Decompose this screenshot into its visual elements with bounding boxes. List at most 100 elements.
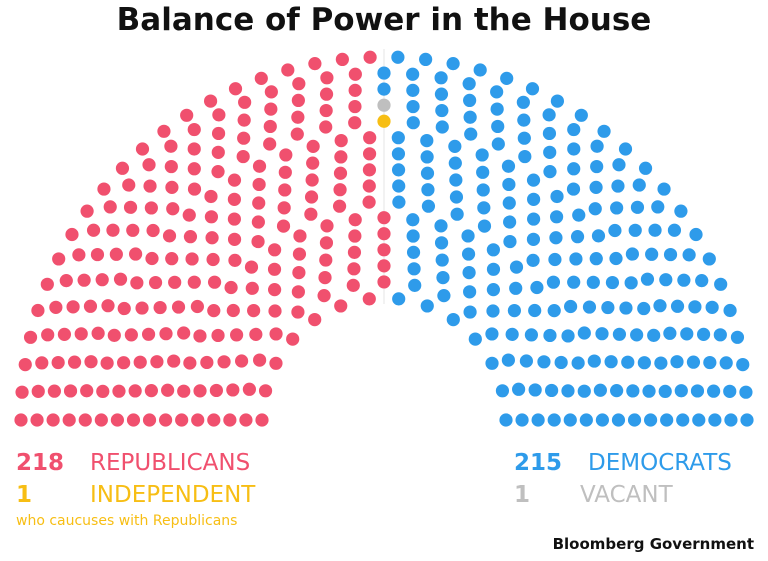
legend-independent: 1 INDEPENDENT: [16, 482, 255, 508]
seat-republicans: [268, 304, 282, 318]
seat-republicans: [78, 413, 92, 427]
seat-republicans: [187, 162, 201, 176]
seat-democrats: [543, 328, 557, 343]
seat-democrats: [509, 281, 523, 295]
seat-democrats: [391, 50, 405, 64]
seat-republicans: [175, 413, 189, 427]
seat-democrats: [449, 190, 464, 204]
seat-democrats: [618, 142, 633, 156]
seat-democrats: [502, 177, 516, 192]
seat-republicans: [113, 272, 128, 286]
legend-democrats-count: 215: [514, 450, 563, 476]
seat-democrats: [517, 131, 531, 145]
seat-democrats: [630, 200, 645, 214]
seat-democrats: [703, 355, 717, 370]
seat-democrats: [667, 223, 682, 237]
seat-republicans: [164, 159, 178, 174]
seat-republicans: [249, 327, 263, 341]
seat-democrats: [674, 384, 688, 398]
seat-republicans: [236, 149, 250, 164]
seat-democrats: [654, 356, 668, 370]
seat-democrats: [708, 413, 722, 427]
seat-democrats: [503, 234, 517, 249]
seat-democrats: [449, 173, 463, 187]
seat-republicans: [165, 180, 179, 194]
seat-republicans: [348, 83, 362, 97]
seat-democrats: [567, 122, 581, 137]
seat-republicans: [348, 67, 362, 81]
seat-democrats: [477, 219, 492, 233]
seat-democrats: [707, 384, 721, 398]
seat-democrats: [723, 384, 737, 398]
seat-republicans: [190, 299, 204, 314]
seat-democrats: [611, 413, 626, 427]
seat-democrats: [491, 119, 505, 134]
seat-democrats: [637, 301, 651, 316]
seat-republicans: [80, 384, 94, 398]
seat-democrats: [637, 356, 651, 370]
seat-democrats: [625, 247, 639, 261]
legend-vacant-count: 1: [514, 482, 531, 508]
seat-democrats: [730, 330, 745, 344]
seat-republicans: [204, 210, 219, 224]
seat-republicans: [263, 137, 277, 151]
seat-democrats: [463, 110, 477, 124]
seat-democrats: [627, 413, 642, 427]
seat-democrats: [663, 247, 678, 262]
seat-republicans: [348, 229, 362, 243]
legend-independent-count: 1: [16, 482, 33, 508]
seat-republicans: [90, 247, 105, 262]
seat-democrats: [640, 272, 655, 286]
seat-republicans: [267, 262, 282, 276]
seat-republicans: [159, 327, 173, 341]
seat-democrats: [463, 305, 477, 319]
seat-democrats: [567, 275, 581, 289]
seat-republicans: [40, 277, 54, 291]
seat-democrats: [604, 355, 618, 369]
seat-republicans: [187, 182, 202, 196]
seat-democrats: [682, 248, 696, 262]
seat-republicans: [319, 120, 333, 134]
seat-democrats: [658, 384, 672, 398]
seat-democrats: [468, 332, 482, 346]
seat-republicans: [126, 413, 141, 427]
seat-republicans: [23, 330, 38, 344]
seat-republicans: [268, 243, 282, 257]
seat-republicans: [142, 158, 156, 172]
seat-democrats: [660, 413, 674, 427]
seat-democrats: [526, 253, 540, 267]
seat-democrats: [674, 204, 688, 218]
seat-democrats: [564, 299, 578, 314]
seat-republicans: [30, 413, 44, 427]
seat-republicans: [31, 384, 45, 398]
seat-republicans: [211, 145, 225, 159]
seat-republicans: [14, 413, 28, 427]
seat-democrats: [608, 223, 622, 238]
legend-republicans-count: 218: [16, 450, 65, 476]
seat-democrats: [542, 126, 557, 141]
seat-democrats: [543, 165, 557, 179]
seat-republicans: [264, 85, 278, 99]
seat-democrats: [714, 277, 728, 291]
seat-democrats: [601, 300, 615, 315]
seat-republicans: [57, 327, 72, 341]
seat-democrats: [500, 71, 514, 85]
seat-democrats: [563, 413, 577, 427]
seat-republicans: [101, 299, 115, 313]
seat-republicans: [161, 383, 175, 397]
seat-republicans: [203, 94, 218, 108]
seat-democrats: [567, 162, 581, 176]
seat-republicans: [52, 252, 66, 266]
seat-republicans: [117, 301, 131, 316]
seat-democrats: [446, 313, 460, 327]
seat-democrats: [526, 232, 541, 246]
seat-democrats: [507, 304, 521, 318]
seat-democrats: [391, 131, 405, 145]
seat-democrats: [377, 82, 391, 96]
seat-republicans: [268, 283, 282, 297]
seat-democrats: [435, 253, 449, 267]
seat-republicans: [292, 247, 307, 261]
seat-republicans: [193, 329, 207, 343]
seat-democrats: [407, 262, 421, 276]
